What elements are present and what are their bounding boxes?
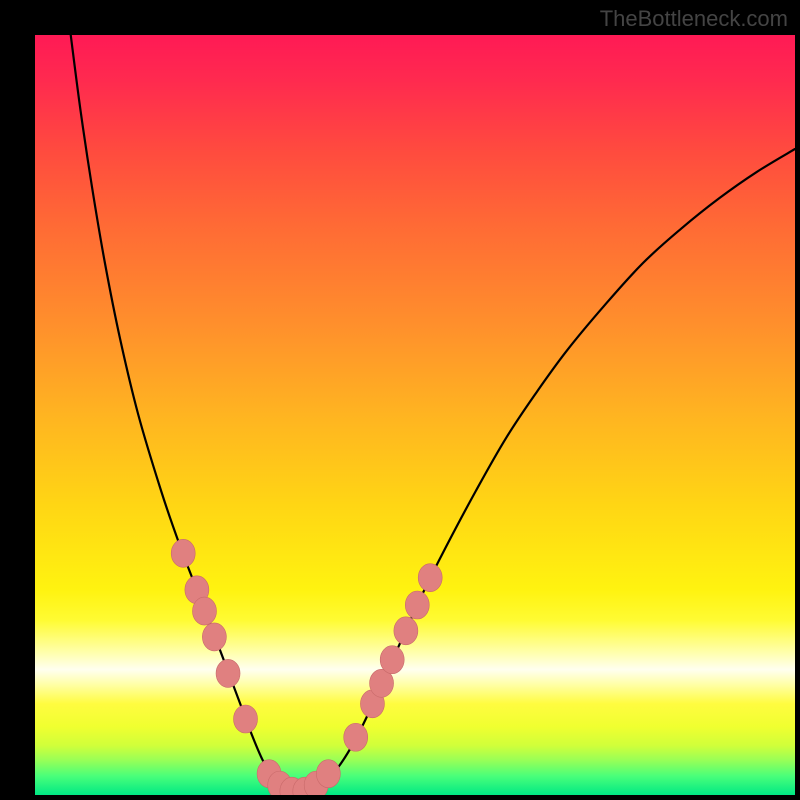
marker-point [344, 723, 368, 751]
marker-point [171, 539, 195, 567]
marker-point [234, 705, 258, 733]
chart-svg [35, 35, 795, 795]
marker-point [192, 597, 216, 625]
markers-group [171, 539, 442, 795]
plot-frame [0, 0, 800, 800]
marker-point [405, 591, 429, 619]
plot-area [35, 35, 795, 795]
marker-point [202, 623, 226, 651]
marker-point [380, 646, 404, 674]
marker-point [316, 760, 340, 788]
curve-left [71, 35, 300, 794]
marker-point [216, 659, 240, 687]
marker-point [418, 564, 442, 592]
watermark-text: TheBottleneck.com [600, 6, 788, 32]
marker-point [394, 617, 418, 645]
